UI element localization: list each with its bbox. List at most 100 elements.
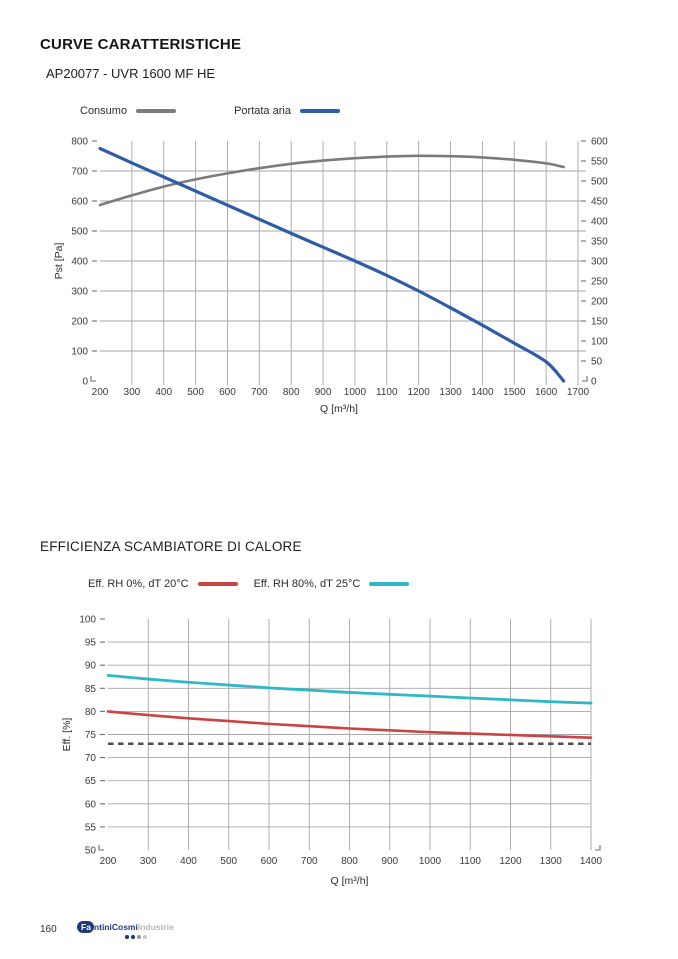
logo-dot	[131, 935, 135, 939]
x-tick-label: 600	[261, 856, 278, 867]
y-tick-label: 200	[71, 317, 88, 328]
x-tick-label: 200	[92, 387, 109, 398]
right-tick-label: 250	[591, 277, 608, 288]
y-axis-label: Pst [Pa]	[53, 243, 65, 280]
y-tick-label: 0	[82, 377, 88, 388]
eff-rh-80-dt-25-c-curve	[106, 673, 593, 705]
page-number: 160	[40, 924, 57, 935]
right-tick-label: 600	[591, 137, 608, 148]
x-tick-label: 1000	[419, 856, 442, 867]
x-tick-label: 1700	[567, 387, 590, 398]
y-tick-label: 100	[71, 347, 88, 358]
y-tick-label: 80	[85, 707, 97, 718]
x-tick-label: 700	[251, 387, 268, 398]
y-tick-label: 85	[85, 684, 97, 695]
x-tick-label: 700	[301, 856, 318, 867]
y-tick-label: 800	[71, 137, 88, 148]
y-tick-label: 60	[85, 799, 97, 810]
right-tick-label: 300	[591, 257, 608, 268]
x-tick-label: 1200	[408, 387, 431, 398]
x-tick-label: 1100	[376, 387, 398, 398]
right-tick-label: 0	[591, 377, 597, 388]
x-axis-label: Q [m³/h]	[331, 875, 369, 887]
y-tick-label: 95	[85, 638, 97, 649]
x-tick-label: 200	[100, 856, 117, 867]
x-tick-label: 300	[124, 387, 141, 398]
legend-item-eff-rh0: Eff. RH 0%, dT 20°C	[88, 578, 238, 590]
legend-swatch-portata-aria	[299, 109, 340, 113]
right-tick-label: 50	[591, 357, 603, 368]
y-tick-label: 700	[71, 167, 88, 178]
x-tick-label: 500	[187, 387, 204, 398]
y-axis-label: Eff. [%]	[61, 718, 73, 752]
logo-dot	[137, 935, 141, 939]
logo-dots	[125, 935, 174, 939]
x-tick-label: 500	[220, 856, 237, 867]
x-tick-label: 1200	[499, 856, 522, 867]
legend-label-eff-rh80: Eff. RH 80%, dT 25°C	[253, 578, 361, 590]
legend-item-eff-rh80: Eff. RH 80%, dT 25°C	[254, 578, 410, 590]
x-axis-label: Q [m³/h]	[320, 403, 358, 415]
right-tick-label: 350	[591, 237, 608, 248]
logo-brand-text: ntiniCosmi	[93, 921, 138, 932]
legend-swatch-consumo	[136, 109, 177, 113]
x-tick-label: 800	[283, 387, 300, 398]
right-tick-label: 550	[591, 157, 608, 168]
axis-corner-left	[90, 376, 96, 382]
y-tick-label: 55	[85, 822, 97, 833]
x-tick-label: 900	[315, 387, 332, 398]
y-tick-label: 500	[71, 227, 88, 238]
y-tick-label: 75	[85, 730, 97, 741]
x-tick-label: 300	[140, 856, 157, 867]
y-tick-label: 600	[71, 197, 88, 208]
right-tick-label: 150	[591, 317, 608, 328]
x-tick-label: 1300	[540, 856, 563, 867]
right-tick-label: 100	[591, 337, 608, 348]
axis-corner-left	[98, 845, 104, 851]
x-tick-label: 400	[180, 856, 197, 867]
right-tick-label: 200	[591, 297, 608, 308]
heat-exchanger-efficiency-chart: 200 300 400 500 600 700 800 900 1000 1100 1200 1300…	[61, 615, 603, 888]
legend-swatch-eff-rh80	[369, 582, 410, 586]
fantini-cosmi-logo: Fa ntiniCosmi Industrie	[77, 921, 174, 939]
x-tick-label: 1400	[580, 856, 603, 867]
logo-dot	[125, 935, 129, 939]
logo-dot	[143, 935, 147, 939]
page-title: CURVE CARATTERISTICHE	[40, 36, 242, 53]
x-tick-label: 1400	[471, 387, 494, 398]
logo-mark: Fa	[77, 921, 94, 933]
eff-rh-0-dt-20-c-curve	[106, 710, 593, 740]
efficiency-chart-legend: Eff. RH 0%, dT 20°C Eff. RH 80%, dT 25°C	[88, 578, 410, 590]
right-tick-label: 450	[591, 197, 608, 208]
x-tick-label: 1600	[535, 387, 558, 398]
legend-item-portata-aria: Portata aria	[234, 105, 340, 117]
legend-label-consumo: Consumo	[80, 105, 128, 117]
portata-aria-curve	[98, 146, 566, 383]
x-tick-label: 800	[341, 856, 358, 867]
right-tick-label: 400	[591, 217, 608, 228]
axis-corner-right	[595, 845, 601, 851]
y-tick-label: 300	[71, 287, 88, 298]
legend-item-consumo: Consumo	[80, 105, 177, 117]
x-tick-label: 600	[219, 387, 236, 398]
x-tick-label: 1000	[344, 387, 367, 398]
y-tick-label: 400	[71, 257, 88, 268]
legend-label-eff-rh0: Eff. RH 0%, dT 20°C	[88, 578, 189, 590]
axis-corner-right	[582, 376, 588, 382]
x-tick-label: 1300	[439, 387, 462, 398]
x-tick-label: 1100	[459, 856, 481, 867]
legend-swatch-eff-rh0	[197, 582, 238, 586]
fan-performance-chart: 200 300 400 500 600 700 800 900 1000 1100 1200 1300…	[53, 137, 608, 416]
y-tick-label: 50	[85, 846, 97, 857]
logo-division-text: Industrie	[137, 921, 174, 932]
y-tick-label: 100	[79, 615, 96, 626]
fan-chart-legend: Consumo Portata aria	[80, 105, 340, 117]
y-tick-label: 70	[85, 753, 97, 764]
y-tick-label: 65	[85, 776, 97, 787]
x-tick-label: 900	[381, 856, 398, 867]
legend-label-portata-aria: Portata aria	[234, 105, 291, 117]
logo-wordmark: Fa ntiniCosmi Industrie	[77, 921, 174, 933]
right-tick-label: 500	[591, 177, 608, 188]
x-tick-label: 1500	[503, 387, 526, 398]
